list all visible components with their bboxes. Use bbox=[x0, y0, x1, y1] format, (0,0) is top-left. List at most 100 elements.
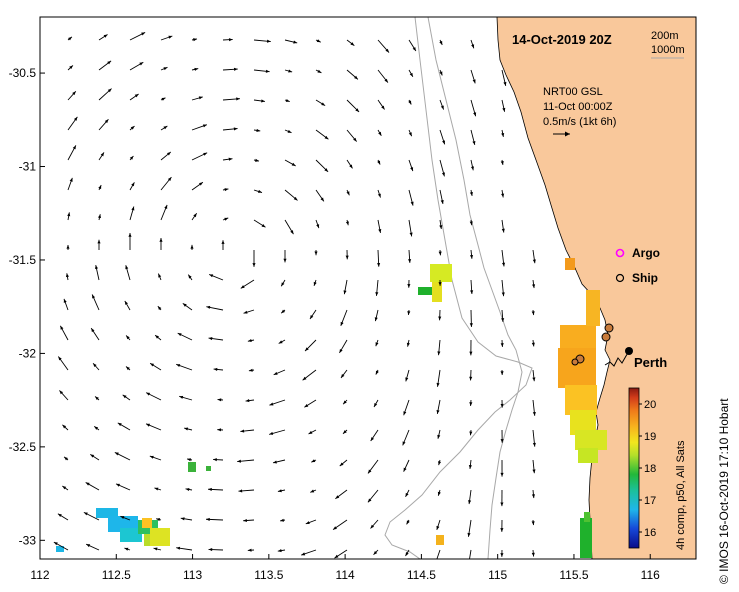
current-arrow bbox=[243, 518, 255, 523]
current-arrow bbox=[67, 145, 77, 161]
ship-marker[interactable] bbox=[571, 358, 579, 366]
current-arrow bbox=[117, 422, 131, 431]
current-product-time: 11-Oct 00:00Z bbox=[543, 101, 613, 113]
current-arrow bbox=[63, 298, 69, 311]
current-arrow bbox=[120, 515, 131, 521]
colorbar-ticks: 16 17 18 19 20 bbox=[639, 399, 656, 539]
current-arrow bbox=[374, 309, 379, 322]
current-arrow bbox=[501, 249, 506, 267]
current-arrow bbox=[532, 369, 536, 382]
current-arrow bbox=[532, 279, 536, 289]
current-arrow bbox=[284, 219, 294, 235]
current-arrow bbox=[237, 459, 255, 463]
current-arrow bbox=[311, 459, 317, 463]
plot-frame bbox=[39, 16, 697, 560]
current-arrow bbox=[153, 547, 162, 551]
current-arrow bbox=[247, 339, 255, 343]
current-arrow bbox=[408, 189, 414, 206]
current-arrow bbox=[500, 459, 504, 477]
current-arrow bbox=[124, 547, 131, 551]
current-arrow bbox=[470, 129, 476, 146]
current-arrow bbox=[186, 458, 193, 462]
ship-marker[interactable] bbox=[601, 332, 611, 342]
current-arrow bbox=[470, 99, 477, 117]
x-tick-label: 114.5 bbox=[407, 568, 436, 582]
date-title: 14-Oct-2019 20Z bbox=[512, 32, 612, 47]
current-arrow bbox=[245, 399, 255, 403]
current-arrow bbox=[191, 96, 203, 101]
current-arrow bbox=[222, 188, 229, 192]
colorbar-tick-label: 19 bbox=[644, 431, 656, 443]
current-arrow bbox=[377, 219, 382, 234]
current-arrow bbox=[315, 69, 322, 74]
current-arrow bbox=[439, 39, 443, 46]
current-arrow bbox=[277, 489, 286, 493]
current-arrow bbox=[377, 129, 382, 136]
current-arrow bbox=[85, 482, 100, 491]
current-arrow bbox=[221, 240, 225, 250]
current-arrow bbox=[405, 369, 410, 382]
isobath-label-1000m: 1000m bbox=[651, 44, 685, 56]
current-arrow bbox=[343, 279, 348, 295]
current-scale-label: 0.5m/s (1kt 6h) bbox=[543, 116, 616, 128]
current-arrow bbox=[57, 356, 69, 371]
current-arrow bbox=[373, 549, 379, 556]
current-arrow bbox=[501, 189, 505, 198]
current-arrow bbox=[191, 124, 208, 131]
current-arrow bbox=[438, 279, 442, 286]
current-arrow bbox=[160, 151, 172, 161]
current-arrow bbox=[468, 459, 472, 469]
current-arrow bbox=[315, 189, 325, 202]
current-arrow bbox=[470, 279, 474, 295]
current-arrow bbox=[335, 489, 348, 500]
colorbar-tick-label: 17 bbox=[644, 495, 656, 507]
current-arrow bbox=[531, 519, 535, 526]
current-arrow bbox=[342, 429, 348, 435]
current-arrow bbox=[375, 339, 379, 347]
current-arrow bbox=[377, 189, 381, 198]
current-arrow bbox=[500, 519, 504, 532]
x-tick-label: 116 bbox=[641, 568, 660, 582]
y-axis: -30.5 -31 -31.5 -32 -32.5 -33 bbox=[9, 66, 45, 547]
current-arrow bbox=[313, 279, 317, 287]
current-arrow bbox=[439, 159, 445, 177]
current-arrow bbox=[346, 39, 355, 46]
current-arrow bbox=[406, 519, 410, 525]
current-arrow bbox=[253, 128, 261, 132]
argo-legend-symbol bbox=[615, 248, 625, 258]
current-arrow bbox=[531, 339, 535, 347]
current-arrow bbox=[273, 369, 286, 376]
current-arrow bbox=[439, 219, 443, 230]
current-arrow bbox=[346, 189, 350, 196]
current-arrow bbox=[280, 279, 286, 287]
current-arrow bbox=[213, 367, 224, 371]
current-arrow bbox=[206, 517, 224, 521]
current-arrow bbox=[501, 99, 506, 112]
current-arrow bbox=[339, 459, 348, 467]
current-arrow bbox=[438, 309, 442, 321]
current-arrow bbox=[83, 511, 100, 521]
current-arrow bbox=[436, 549, 441, 559]
colorbar bbox=[628, 387, 640, 549]
current-arrow bbox=[149, 362, 162, 371]
y-tick-label: -31 bbox=[19, 160, 37, 174]
current-arrow bbox=[159, 238, 163, 250]
current-arrow bbox=[284, 159, 296, 167]
current-arrow bbox=[208, 548, 224, 552]
current-arrow bbox=[332, 519, 348, 531]
current-arrow bbox=[314, 249, 318, 256]
current-arrow bbox=[160, 204, 168, 221]
current-arrow bbox=[67, 36, 73, 41]
current-arrow bbox=[145, 392, 162, 401]
current-arrow bbox=[375, 369, 379, 375]
current-arrow bbox=[315, 129, 329, 140]
current-arrow bbox=[129, 61, 144, 71]
current-arrow bbox=[470, 39, 475, 49]
current-arrow bbox=[57, 513, 69, 521]
ship-marker[interactable] bbox=[604, 323, 614, 333]
current-arrow bbox=[346, 99, 360, 113]
sst-patches bbox=[56, 258, 607, 558]
current-arrow bbox=[436, 399, 441, 415]
current-arrow bbox=[470, 159, 474, 171]
current-vectors bbox=[53, 32, 536, 559]
